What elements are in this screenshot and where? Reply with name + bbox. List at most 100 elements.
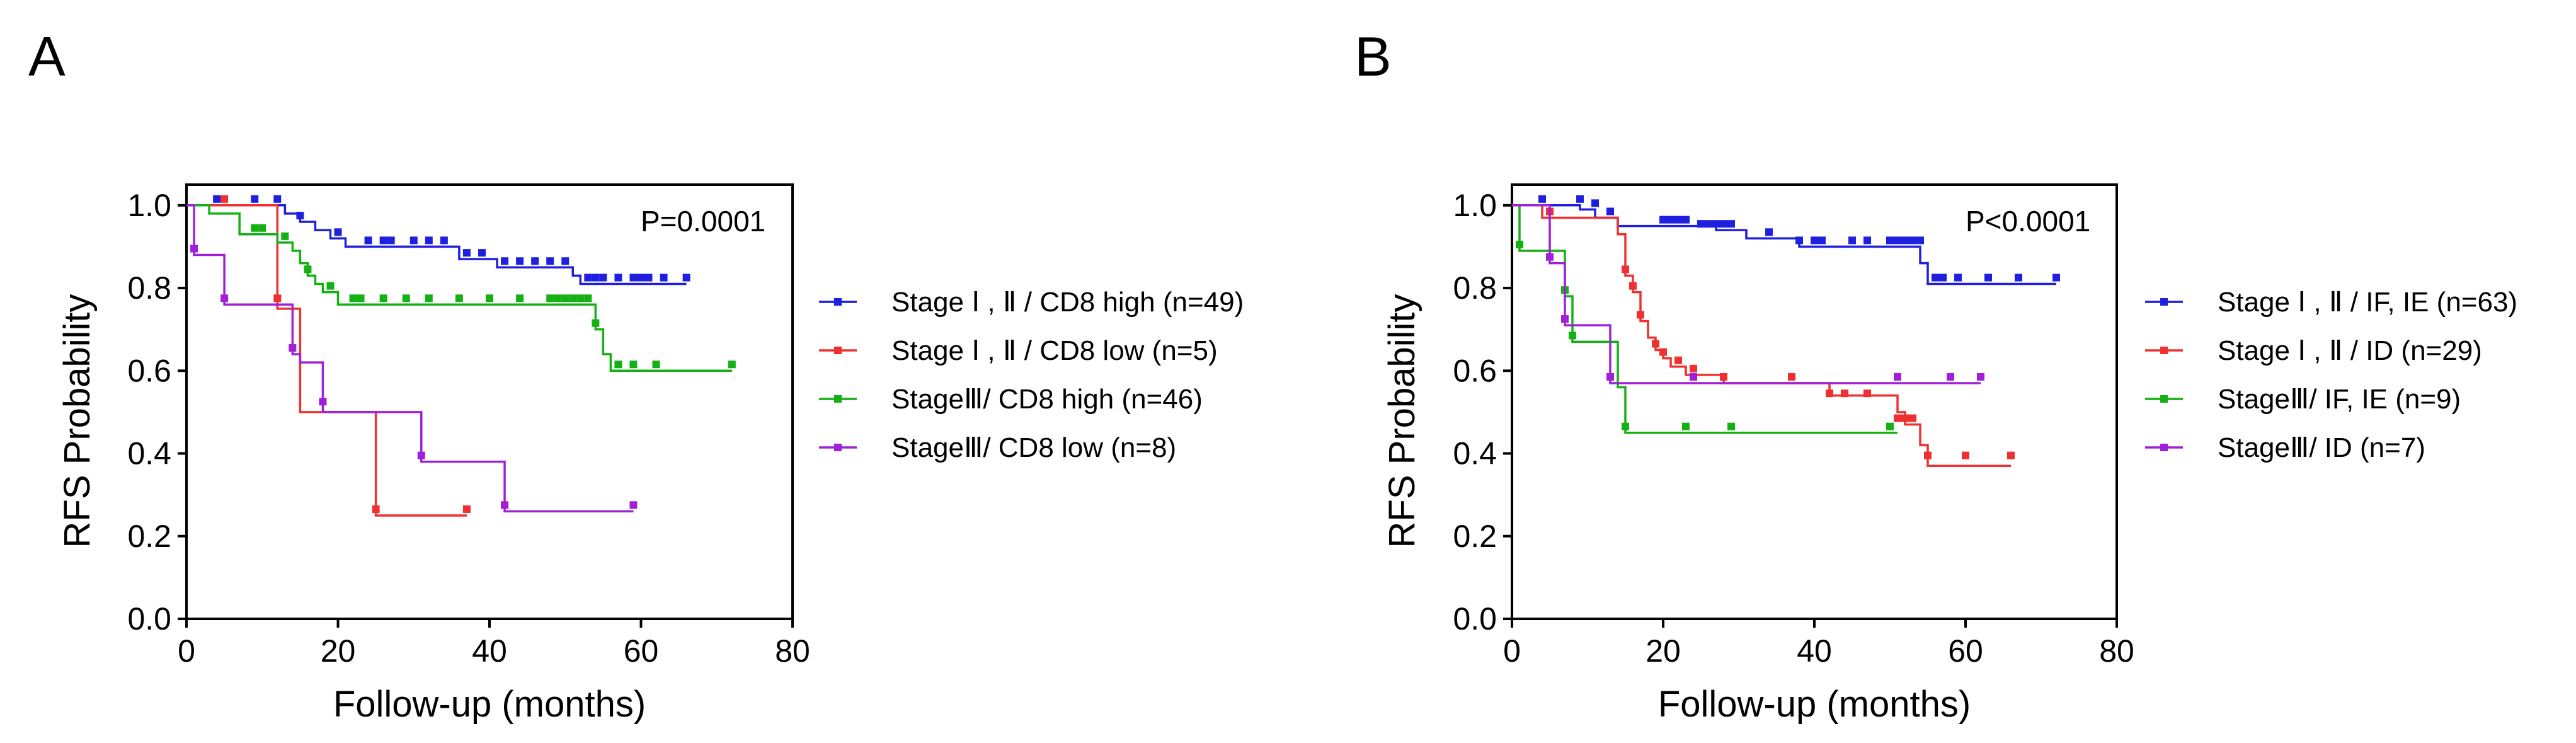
x-tick-label: 0	[1503, 633, 1521, 669]
censor-mark	[1720, 372, 1727, 381]
censor-mark	[1667, 216, 1674, 224]
legend-label: Stage Ⅰ , Ⅱ / CD8 high (n=49)	[891, 287, 1244, 318]
y-tick-label: 0.2	[127, 519, 171, 554]
censor-mark	[1863, 236, 1871, 245]
censor-mark	[273, 195, 282, 203]
km-curve-series-3	[1512, 204, 1898, 434]
censor-mark	[614, 360, 622, 369]
censor-mark	[1901, 414, 1909, 422]
pvalue-b: P<0.0001	[1966, 205, 2090, 238]
censor-mark	[334, 228, 342, 236]
censor-mark	[1962, 451, 1969, 459]
censor-mark	[1727, 422, 1735, 430]
censor-mark	[516, 257, 524, 265]
censor-mark	[455, 294, 463, 302]
censor-mark	[387, 236, 395, 245]
censor-mark	[258, 224, 266, 232]
km-curve-series-4	[186, 204, 634, 513]
censor-mark	[402, 294, 410, 302]
censor-mark	[1939, 274, 1947, 282]
x-tick-label: 0	[178, 633, 195, 669]
legend-b: Stage Ⅰ , Ⅱ / IF, IE (n=63) Stage Ⅰ , Ⅱ /…	[2145, 287, 2517, 463]
censor-mark	[440, 236, 448, 245]
x-tick-label: 80	[2099, 633, 2134, 669]
censor-mark	[1637, 311, 1644, 319]
censor-mark	[379, 236, 387, 245]
censor-mark	[569, 294, 577, 302]
y-axis-title-b: RFS Probability	[1382, 294, 1423, 548]
censor-mark	[1674, 216, 1682, 224]
censor-mark	[1788, 372, 1795, 381]
censor-mark	[1886, 422, 1894, 430]
censor-mark	[357, 294, 365, 302]
censor-mark	[1863, 389, 1871, 398]
censor-mark	[1954, 274, 1962, 282]
censor-mark	[1652, 340, 1659, 348]
censor-mark	[220, 294, 229, 302]
plot-frame	[1511, 183, 2118, 620]
censor-mark	[1546, 253, 1554, 261]
censor-mark	[364, 236, 372, 245]
censor-mark	[251, 224, 259, 232]
censor-mark	[1682, 216, 1690, 224]
censor-mark	[425, 294, 433, 302]
censor-mark	[1682, 422, 1690, 430]
x-tick-label: 60	[1948, 633, 1983, 669]
censor-mark	[584, 274, 592, 282]
legend-label: StageⅢ/ CD8 high (n=46)	[891, 384, 1203, 415]
censor-mark	[629, 360, 638, 369]
legend-swatch-marker	[834, 444, 842, 451]
censor-mark	[2015, 274, 2022, 282]
legend-label: StageⅢ/ CD8 low (n=8)	[891, 432, 1176, 463]
legend-swatch-marker	[2160, 298, 2168, 306]
censor-mark	[1659, 216, 1667, 224]
censor-mark	[1576, 195, 1584, 203]
censor-mark	[1727, 220, 1735, 228]
censor-mark	[1984, 274, 1992, 282]
km-curve-series-2	[1512, 204, 2011, 467]
y-tick-label: 0.6	[1453, 353, 1497, 388]
censor-mark	[1841, 389, 1848, 398]
censor-mark	[561, 294, 570, 302]
censor-mark	[304, 265, 312, 274]
censor-mark	[576, 294, 585, 302]
censor-mark	[289, 344, 297, 352]
censor-mark	[546, 294, 554, 302]
censor-mark	[213, 195, 221, 203]
legend-swatch-marker	[2160, 444, 2168, 451]
censor-mark	[1690, 364, 1697, 372]
censor-mark	[614, 274, 622, 282]
y-tick-label: 1.0	[127, 188, 171, 223]
plot-area-a: 0.0 0.2 0.4 0.6 0.8 1.0 0 20 40 60 80	[127, 183, 810, 669]
x-tick-label: 40	[472, 633, 507, 669]
censor-mark	[1818, 236, 1826, 245]
censor-mark	[1894, 372, 1901, 381]
legend-swatch-marker	[834, 347, 842, 354]
censor-mark	[592, 274, 600, 282]
censor-mark	[1659, 348, 1667, 356]
km-curve-series-2	[186, 204, 467, 517]
censor-mark	[561, 257, 570, 265]
censor-mark	[1848, 236, 1856, 245]
panel-letter-a: A	[28, 25, 66, 88]
censor-mark	[190, 245, 198, 253]
legend-label: Stage Ⅰ , Ⅱ / IF, IE (n=63)	[2218, 287, 2517, 318]
censor-mark	[1811, 236, 1818, 245]
censor-mark	[1697, 220, 1705, 228]
censor-mark	[652, 360, 660, 369]
censor-mark	[599, 274, 607, 282]
censor-mark	[1894, 414, 1901, 422]
censor-mark	[516, 294, 524, 302]
legend-label: Stage Ⅰ , Ⅱ / CD8 low (n=5)	[891, 335, 1218, 366]
censor-mark	[409, 236, 418, 245]
censor-mark	[592, 319, 600, 327]
censor-mark	[1932, 274, 1939, 282]
censor-mark	[629, 501, 638, 509]
censor-mark	[1705, 220, 1712, 228]
censor-mark	[501, 257, 509, 265]
censor-mark	[462, 505, 471, 513]
plot-area-b: 0.0 0.2 0.4 0.6 0.8 1.0 0 20 40 60 80	[1453, 183, 2134, 669]
censor-mark	[273, 294, 282, 302]
censor-mark	[379, 294, 387, 302]
censor-mark	[1924, 451, 1932, 459]
